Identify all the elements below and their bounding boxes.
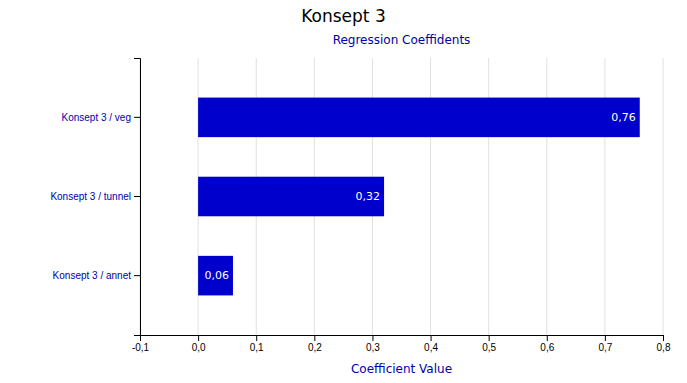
x-tick-label: 0,2 xyxy=(308,342,322,353)
y-tick-mark xyxy=(134,117,140,118)
x-tick: 0,4 xyxy=(424,335,438,353)
x-tick-label: 0,1 xyxy=(250,342,264,353)
plot: 0,06 0,32 0,76 -0,1 0,0 0,1 0,2 0,3 0,4 0,5 0,6 0,7… xyxy=(50,58,671,353)
x-tick: 0,3 xyxy=(366,335,380,353)
x-tick-label: -0,1 xyxy=(132,342,150,353)
x-tick: 0,8 xyxy=(657,335,671,353)
data-labels: 0,06 0,32 0,76 xyxy=(204,111,635,282)
x-tick: 0,6 xyxy=(540,335,554,353)
y-axis: Konsept 3 / annet Konsept 3 / tunnel Konse… xyxy=(50,59,140,336)
y-axis-line xyxy=(134,59,141,336)
x-tick-mark xyxy=(256,335,257,341)
x-tick-mark xyxy=(198,335,199,341)
y-tick-label: Konsept 3 / annet xyxy=(53,270,132,281)
bar xyxy=(198,98,640,138)
y-tick: Konsept 3 / veg xyxy=(62,112,141,123)
x-tick: -0,1 xyxy=(132,335,150,353)
x-tick-mark xyxy=(663,335,664,341)
x-tick-mark xyxy=(314,335,315,341)
y-tick-label: Konsept 3 / veg xyxy=(62,112,132,123)
grid xyxy=(140,58,663,335)
y-tick-label: Konsept 3 / tunnel xyxy=(50,191,131,202)
subtitle: Regression Coeffidents xyxy=(333,33,471,47)
x-tick-label: 0,8 xyxy=(657,342,671,353)
x-tick-label: 0,4 xyxy=(424,342,438,353)
chart: Konsept 3Regression Coeffidents0,060,320… xyxy=(0,0,687,383)
x-tick: 0,7 xyxy=(598,335,612,353)
x-tick-mark xyxy=(547,335,548,341)
y-tick: Konsept 3 / tunnel xyxy=(50,191,140,202)
data-label: 0,76 xyxy=(611,111,636,124)
bar xyxy=(198,177,384,217)
bar xyxy=(198,256,233,296)
y-tick-mark xyxy=(134,275,140,276)
x-tick: 0,5 xyxy=(482,335,496,353)
x-axis: -0,1 0,0 0,1 0,2 0,3 0,4 0,5 0,6 0,7 0,8 xyxy=(132,335,671,353)
x-axis-line xyxy=(141,336,664,342)
x-tick-label: 0,6 xyxy=(540,342,554,353)
x-tick: 0,0 xyxy=(192,335,206,353)
y-tick: Konsept 3 / annet xyxy=(53,270,140,281)
x-axis-title: Coefficient Value xyxy=(351,362,452,376)
x-tick-label: 0,7 xyxy=(598,342,612,353)
data-label: 0,32 xyxy=(356,190,381,203)
x-tick-mark xyxy=(372,335,373,341)
bars xyxy=(198,98,640,296)
x-tick-mark xyxy=(431,335,432,341)
x-tick: 0,2 xyxy=(308,335,322,353)
grid-line xyxy=(663,58,664,335)
title: Konsept 3 xyxy=(301,6,385,26)
x-tick-label: 0,5 xyxy=(482,342,496,353)
x-tick-label: 0,0 xyxy=(192,342,206,353)
y-tick-mark xyxy=(134,196,140,197)
x-tick-mark xyxy=(605,335,606,341)
x-tick-label: 0,3 xyxy=(366,342,380,353)
data-label: 0,06 xyxy=(204,269,229,282)
x-tick: 0,1 xyxy=(250,335,264,353)
x-tick-mark xyxy=(489,335,490,341)
